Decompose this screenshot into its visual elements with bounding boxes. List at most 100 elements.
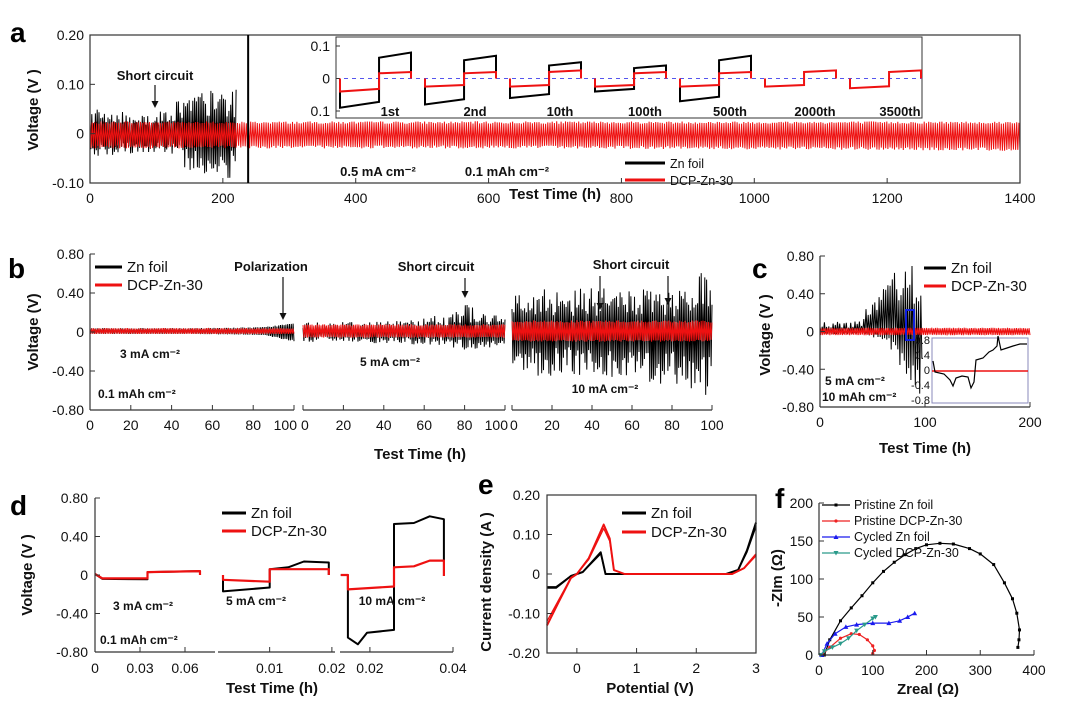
- data-point: [829, 645, 835, 650]
- data-point: [871, 581, 875, 585]
- annotation-current-density: 0.5 mA cm⁻²: [340, 164, 416, 179]
- legend-label: Zn foil: [951, 260, 992, 277]
- x-tick-label: 0.01: [256, 660, 283, 676]
- y-tick-label: 0: [532, 566, 540, 582]
- x-tick-label: 0: [86, 190, 94, 206]
- inset-dcp-cycle: [424, 70, 497, 88]
- x-tick-label: 0.06: [171, 660, 198, 676]
- x-tick-label: 0.04: [439, 660, 466, 676]
- data-point: [872, 648, 876, 653]
- x-tick-label: 0: [86, 417, 94, 433]
- x-tick-label: 200: [915, 662, 939, 678]
- panel-b: [89, 265, 713, 395]
- annotation-short-circuit: Short circuit: [117, 68, 194, 83]
- legend-label: DCP-Zn-30: [951, 278, 1027, 295]
- series-dcp-zn-30-return: [546, 527, 757, 622]
- panel-letter-a: a: [10, 17, 26, 48]
- y-tick-label: 0.20: [513, 487, 540, 503]
- y-tick-label: 0: [76, 126, 84, 142]
- y-tick-label: 0: [805, 647, 813, 663]
- y-tick-label: 0.80: [57, 246, 84, 262]
- data-point: [860, 594, 864, 598]
- y-tick-label: -0.20: [508, 645, 540, 661]
- inset-cycle-label: 10th: [547, 104, 574, 119]
- y-tick-label: 0.80: [787, 248, 814, 264]
- data-point: [872, 615, 878, 620]
- x-tick-label: 1: [633, 660, 641, 676]
- y-tick-label: 0: [76, 324, 84, 340]
- series-dcp-zn-30-overlay: [89, 121, 237, 149]
- x-tick-label: 0: [301, 417, 309, 433]
- data-point: [839, 619, 842, 623]
- y-tick-label: -0.80: [782, 399, 814, 415]
- inset-cycle-label: 100th: [628, 104, 662, 119]
- legend-label: Zn foil: [670, 157, 704, 171]
- series-dcp-zn-30: [340, 559, 445, 591]
- x-tick-label: 3: [752, 660, 760, 676]
- annotation-current: 5 mA cm⁻²: [825, 374, 885, 388]
- x-tick-label: 20: [544, 417, 560, 433]
- data-point: [951, 542, 955, 546]
- data-point: [1011, 597, 1014, 601]
- legend-label: DCP-Zn-30: [670, 174, 733, 188]
- inset-cycle-label: 2000th: [794, 104, 835, 119]
- x-tick-label: 400: [344, 190, 368, 206]
- y-axis-title: -ZIm (Ω): [769, 549, 786, 607]
- data-point: [925, 543, 928, 547]
- legend-label: Cycled Zn foil: [854, 530, 930, 544]
- x-tick-label: 60: [205, 417, 221, 433]
- x-tick-label: 80: [457, 417, 473, 433]
- data-point: [882, 569, 885, 573]
- series-zn-foil: [511, 273, 713, 395]
- annotation-current-3: 3 mA cm⁻²: [113, 599, 173, 613]
- data-point: [857, 632, 861, 637]
- series-dcp-zn-30: [221, 568, 330, 583]
- x-axis-title: Test Time (h): [374, 446, 466, 463]
- legend-label: Pristine Zn foil: [854, 498, 933, 512]
- series-dcp-zn-30: [302, 324, 506, 338]
- panel-a: [89, 89, 1021, 182]
- y-tick-label: 0: [806, 324, 814, 340]
- annotation-capacity: 0.1 mAh cm⁻²: [100, 633, 178, 647]
- legend-label: DCP-Zn-30: [251, 523, 327, 540]
- y-tick-label: -0.80: [56, 644, 88, 660]
- series-dcp-zn-30: [89, 121, 1021, 151]
- data-point: [821, 649, 827, 654]
- y-tick-label: 150: [790, 533, 814, 549]
- x-tick-label: 100: [913, 414, 937, 430]
- series-zn-foil: [340, 515, 445, 646]
- series-line: [823, 542, 1021, 656]
- x-tick-label: 1200: [872, 190, 903, 206]
- x-tick-label: 0: [91, 660, 99, 676]
- inset-y-tick-label: 0: [924, 365, 930, 377]
- x-tick-label: 200: [211, 190, 235, 206]
- inset-y-tick-label: 0.1: [311, 38, 331, 54]
- series-dcp-zn-30: [819, 327, 1031, 336]
- legend-label: Cycled DCP-Zn-30: [854, 546, 959, 560]
- data-point: [846, 636, 852, 641]
- panel-letter-d: d: [10, 490, 27, 521]
- data-point: [914, 547, 918, 551]
- x-tick-label: 100: [861, 662, 885, 678]
- y-tick-label: 0.40: [61, 529, 88, 545]
- x-tick-label: 80: [245, 417, 261, 433]
- series-dcp-zn-30: [89, 328, 295, 334]
- data-point: [838, 636, 843, 640]
- inset-cycle-label: 2nd: [463, 104, 486, 119]
- inset-cycle-label: 500th: [713, 104, 747, 119]
- series-line: [820, 616, 876, 656]
- inset-y-tick-label: -0.8: [911, 395, 930, 407]
- inset-dcp-cycle: [764, 69, 837, 88]
- panel-e: [546, 511, 757, 626]
- y-axis-title: Voltage (V): [25, 293, 42, 370]
- data-point: [903, 553, 907, 557]
- panel-letter-e: e: [478, 469, 494, 500]
- x-tick-label: 0: [816, 414, 824, 430]
- legend-label: Zn foil: [127, 259, 168, 276]
- y-tick-label: 0.80: [61, 490, 88, 506]
- x-tick-label: 80: [664, 417, 680, 433]
- data-point: [824, 641, 830, 646]
- data-point: [865, 638, 869, 642]
- x-tick-label: 300: [969, 662, 993, 678]
- legend-label: Zn foil: [251, 505, 292, 522]
